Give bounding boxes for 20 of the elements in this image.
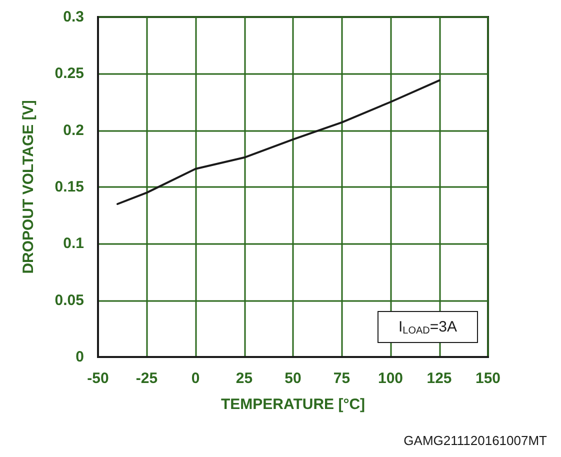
text: GAMG211120161007MT [404,433,548,448]
x-axis-title: TEMPERATURE [°C] [220,396,366,413]
y-tick-label: 0.1 [63,235,84,252]
x-tick-label: -25 [136,370,158,387]
x-tick-label: 100 [378,370,404,387]
x-tick-label: 0 [191,370,200,387]
x-tick-label: 25 [236,370,253,387]
x-tick-label: 50 [284,370,302,387]
y-tick-label: 0.2 [63,122,84,139]
y-tick-label: 0.05 [54,292,84,309]
y-tick-label: 0.3 [63,8,84,26]
x-tick-label: 75 [333,370,350,387]
y-axis-title: DROPOUT VOLTAGE [V] [20,100,37,274]
x-tick-label: 125 [426,370,452,387]
x-tick-label: -50 [87,370,109,387]
y-tick-label: 0 [76,348,84,366]
x-tick-label: 150 [475,370,501,387]
y-tick-label: 0.15 [54,178,84,196]
line-series [116,79,440,205]
y-tick-label: 0.25 [54,65,84,82]
